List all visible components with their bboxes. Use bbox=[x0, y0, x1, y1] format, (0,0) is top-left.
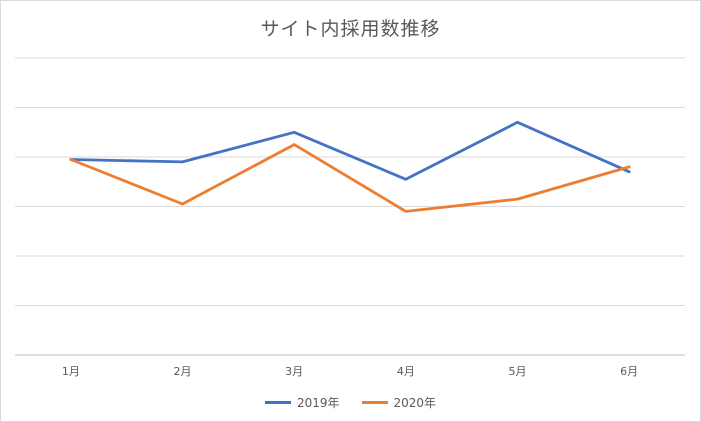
series-1-point bbox=[627, 165, 631, 169]
x-tick-label: 1月 bbox=[62, 365, 80, 378]
series-1-point bbox=[69, 158, 73, 161]
chart-title: サイト内採用数推移 bbox=[260, 18, 441, 40]
x-axis-ticks: 1月 2月 3月 4月 5月 6月 bbox=[62, 365, 638, 378]
series-0-point bbox=[404, 178, 408, 181]
series-1-point bbox=[516, 197, 519, 201]
series-1-point bbox=[404, 210, 408, 213]
legend-label-2020: 2020年 bbox=[393, 396, 437, 410]
gridlines bbox=[15, 57, 685, 356]
series-0-point bbox=[516, 121, 519, 124]
legend: 2019年 2020年 bbox=[0, 394, 701, 411]
series-1-point bbox=[292, 143, 296, 146]
x-tick-label: 5月 bbox=[509, 365, 527, 378]
series-0-point bbox=[292, 131, 296, 134]
legend-label-2019: 2019年 bbox=[296, 396, 340, 410]
x-tick-label: 3月 bbox=[285, 365, 303, 378]
series-line-0 bbox=[69, 120, 631, 181]
legend-item-2019: 2019年 bbox=[264, 394, 340, 411]
legend-swatch-2020 bbox=[361, 401, 388, 404]
series-lines bbox=[69, 120, 631, 213]
legend-item-2020: 2020年 bbox=[361, 394, 437, 411]
series-1-point bbox=[181, 202, 184, 206]
x-tick-label: 2月 bbox=[174, 365, 192, 378]
series-line-1 bbox=[69, 143, 631, 213]
x-tick-label: 6月 bbox=[620, 365, 638, 378]
series-0-point bbox=[627, 170, 631, 174]
legend-swatch-2019 bbox=[264, 401, 291, 404]
x-tick-label: 4月 bbox=[397, 365, 415, 378]
series-0-point bbox=[181, 160, 184, 164]
